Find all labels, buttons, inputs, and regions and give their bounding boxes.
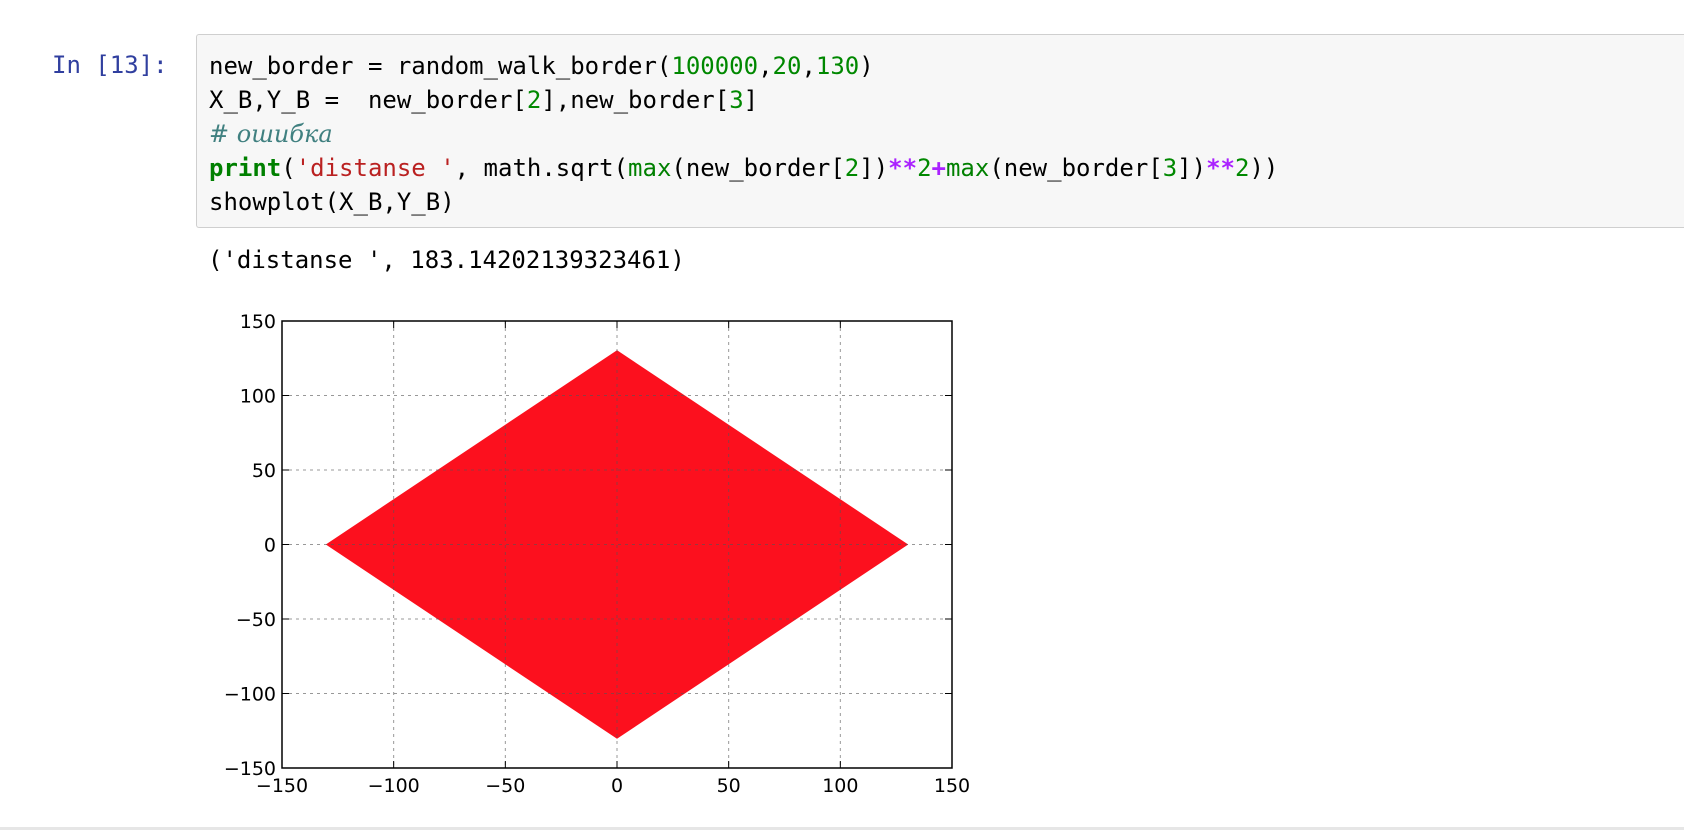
code-token: 3 (729, 86, 744, 114)
code-token: , (758, 52, 773, 80)
y-tick-label: 50 (252, 460, 276, 482)
x-tick-label: −50 (485, 775, 525, 797)
y-tick-label: 100 (240, 386, 276, 408)
code-token: X_B,Y_B = new_border[ (209, 86, 527, 114)
x-tick-label: 50 (717, 775, 741, 797)
code-token: ]) (1177, 154, 1207, 182)
code-token: 2 (1234, 154, 1250, 182)
series-area-0 (325, 350, 909, 739)
code-token: (new_border[ (989, 154, 1163, 182)
code-token: max (628, 154, 672, 182)
code-token: ** (888, 154, 918, 182)
code-token: # ошибка (209, 120, 333, 148)
code-token: showplot(X_B,Y_B) (209, 188, 455, 216)
code-token: (new_border[ (671, 154, 845, 182)
y-tick-label: −50 (236, 609, 276, 631)
code-token: 100000 (671, 52, 759, 80)
code-token: + (931, 154, 946, 182)
input-prompt: In [13]: (52, 51, 168, 79)
code-token: , math.sqrt( (454, 154, 629, 182)
code-token: new_border = random_walk_border( (209, 52, 672, 80)
code-token: max (945, 154, 990, 182)
cell-separator (0, 827, 1684, 830)
code-token: 2 (917, 154, 932, 182)
code-token: , (801, 52, 816, 80)
code-token: 2 (844, 154, 860, 182)
code-token: 2 (526, 86, 542, 114)
code-token: ) (859, 52, 874, 80)
code-input-area[interactable]: new_border = random_walk_border(100000,2… (196, 34, 1684, 228)
code-token: 'distanse ' (295, 154, 455, 182)
x-tick-label: 150 (934, 775, 970, 797)
y-tick-label: −100 (224, 684, 276, 706)
code-token: ]) (859, 154, 889, 182)
x-tick-label: −150 (256, 775, 308, 797)
code-line: print('distanse ', math.sqrt(max(new_bor… (209, 151, 1278, 185)
code-token: ( (281, 154, 296, 182)
output-stdout: ('distanse ', 183.14202139323461) (208, 246, 685, 274)
code-token: 20 (772, 52, 802, 80)
code-line: X_B,Y_B = new_border[2],new_border[3] (209, 83, 1278, 117)
code-token: 3 (1162, 154, 1178, 182)
x-tick-label: 0 (611, 775, 623, 797)
y-tick-label: 0 (264, 535, 276, 557)
code-editor[interactable]: new_border = random_walk_border(100000,2… (209, 49, 1278, 219)
x-tick-label: 100 (822, 775, 858, 797)
code-line: new_border = random_walk_border(100000,2… (209, 49, 1278, 83)
x-tick-label: −100 (368, 775, 420, 797)
code-token: ** (1206, 154, 1235, 182)
code-token: ],new_border[ (541, 86, 730, 114)
code-token: 130 (815, 52, 860, 80)
code-token: ] (743, 86, 759, 114)
code-line: # ошибка (209, 117, 1278, 151)
code-line: showplot(X_B,Y_B) (209, 185, 1278, 219)
y-tick-label: 150 (240, 311, 276, 333)
code-token: print (209, 154, 282, 182)
code-token: )) (1249, 154, 1279, 182)
y-tick-label: −150 (224, 758, 276, 780)
